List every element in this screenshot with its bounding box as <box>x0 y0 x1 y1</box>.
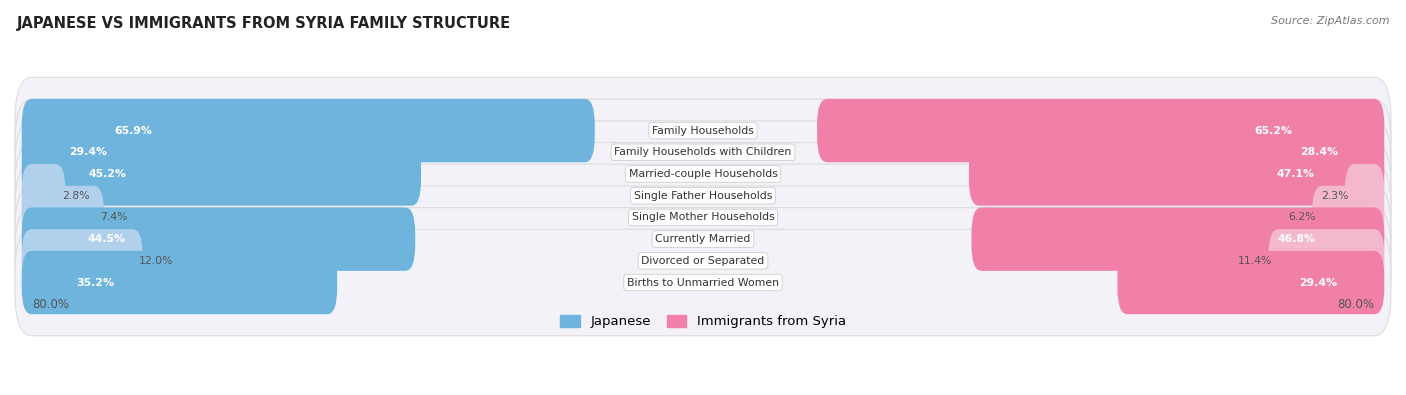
FancyBboxPatch shape <box>15 99 1391 205</box>
Text: Source: ZipAtlas.com: Source: ZipAtlas.com <box>1271 16 1389 26</box>
Text: Divorced or Separated: Divorced or Separated <box>641 256 765 266</box>
FancyBboxPatch shape <box>15 77 1391 184</box>
FancyBboxPatch shape <box>1346 164 1385 228</box>
FancyBboxPatch shape <box>15 121 1391 227</box>
FancyBboxPatch shape <box>21 251 337 314</box>
FancyBboxPatch shape <box>1118 251 1385 314</box>
Text: Births to Unmarried Women: Births to Unmarried Women <box>627 278 779 288</box>
FancyBboxPatch shape <box>15 164 1391 271</box>
Text: Family Households: Family Households <box>652 126 754 135</box>
Text: 45.2%: 45.2% <box>89 169 127 179</box>
Text: 2.3%: 2.3% <box>1320 191 1348 201</box>
Text: 29.4%: 29.4% <box>69 147 107 157</box>
FancyBboxPatch shape <box>817 99 1385 162</box>
FancyBboxPatch shape <box>21 164 65 228</box>
Text: Currently Married: Currently Married <box>655 234 751 244</box>
FancyBboxPatch shape <box>1312 186 1385 249</box>
Text: 44.5%: 44.5% <box>87 234 125 244</box>
Text: 46.8%: 46.8% <box>1277 234 1316 244</box>
FancyBboxPatch shape <box>969 142 1385 206</box>
FancyBboxPatch shape <box>15 186 1391 292</box>
Text: 80.0%: 80.0% <box>1337 298 1374 311</box>
FancyBboxPatch shape <box>21 229 142 293</box>
FancyBboxPatch shape <box>21 207 415 271</box>
Text: 2.8%: 2.8% <box>62 191 90 201</box>
FancyBboxPatch shape <box>21 186 104 249</box>
FancyBboxPatch shape <box>15 229 1391 336</box>
Text: 12.0%: 12.0% <box>139 256 174 266</box>
Text: 35.2%: 35.2% <box>76 278 114 288</box>
Text: 11.4%: 11.4% <box>1237 256 1272 266</box>
FancyBboxPatch shape <box>21 142 420 206</box>
FancyBboxPatch shape <box>1268 229 1385 293</box>
Text: 28.4%: 28.4% <box>1301 147 1339 157</box>
Text: 29.4%: 29.4% <box>1299 278 1337 288</box>
Legend: Japanese, Immigrants from Syria: Japanese, Immigrants from Syria <box>554 310 852 333</box>
FancyBboxPatch shape <box>21 99 595 162</box>
Text: Married-couple Households: Married-couple Households <box>628 169 778 179</box>
Text: 7.4%: 7.4% <box>101 213 128 222</box>
FancyBboxPatch shape <box>972 207 1385 271</box>
Text: 65.9%: 65.9% <box>115 126 153 135</box>
FancyBboxPatch shape <box>15 208 1391 314</box>
Text: 80.0%: 80.0% <box>32 298 69 311</box>
FancyBboxPatch shape <box>15 143 1391 249</box>
Text: Single Mother Households: Single Mother Households <box>631 213 775 222</box>
Text: Single Father Households: Single Father Households <box>634 191 772 201</box>
Text: 65.2%: 65.2% <box>1254 126 1292 135</box>
Text: Family Households with Children: Family Households with Children <box>614 147 792 157</box>
FancyBboxPatch shape <box>21 120 288 184</box>
FancyBboxPatch shape <box>1126 120 1385 184</box>
Text: JAPANESE VS IMMIGRANTS FROM SYRIA FAMILY STRUCTURE: JAPANESE VS IMMIGRANTS FROM SYRIA FAMILY… <box>17 16 510 31</box>
Text: 6.2%: 6.2% <box>1288 213 1316 222</box>
Text: 47.1%: 47.1% <box>1277 169 1315 179</box>
